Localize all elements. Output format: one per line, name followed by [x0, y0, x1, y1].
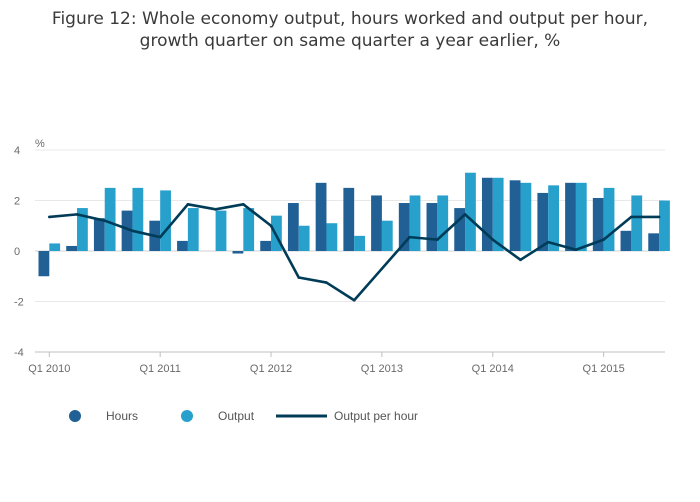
output-bar — [77, 208, 88, 251]
hours-bar — [287, 203, 299, 251]
output-per-hour-point — [463, 213, 467, 216]
output-per-hour-point — [325, 281, 328, 284]
output-per-hour-point — [158, 235, 162, 239]
hours-bar — [537, 192, 549, 251]
chart-title-line-2: growth quarter on same quarter a year ea… — [139, 31, 561, 51]
output-bar — [187, 208, 199, 251]
y-tick-label: 0 — [14, 246, 20, 258]
legend-hours-marker — [69, 410, 81, 422]
legend-output-label: Output — [218, 409, 255, 423]
y-tick-label: 2 — [14, 196, 20, 208]
output-per-hour-point — [269, 224, 273, 228]
hours-bar — [565, 182, 576, 251]
output-bar — [575, 182, 587, 251]
output-per-hour-point — [103, 219, 107, 222]
output-per-hour-point — [491, 238, 495, 241]
x-tick-label: Q1 2015 — [583, 363, 625, 375]
x-tick-label: Q1 2014 — [472, 363, 514, 375]
output-bar — [215, 210, 227, 251]
output-per-hour-point — [657, 215, 661, 219]
hours-bar — [620, 230, 632, 251]
y-tick-label: 4 — [14, 145, 20, 157]
output-per-hour-point — [297, 276, 301, 279]
output-per-hour-point — [352, 298, 356, 302]
output-per-hour-point — [131, 229, 134, 233]
y-axis-ticks: -4 -2 0 2 4 — [14, 145, 24, 359]
x-axis: Q1 2010 Q1 2011 Q1 2012 Q1 2013 Q1 2014 Q1 20… — [28, 351, 665, 375]
output-bar — [132, 187, 144, 251]
legend: Hours Output Output per hour — [69, 409, 418, 423]
hours-bar — [121, 210, 133, 251]
output-bar — [104, 187, 116, 251]
output-bar — [631, 195, 643, 251]
hours-bar — [454, 208, 466, 251]
y-axis-unit-label: % — [35, 138, 45, 150]
output-bar — [465, 172, 476, 251]
hours-bar — [232, 251, 244, 254]
output-per-hour-point — [602, 238, 605, 241]
legend-hours-label: Hours — [106, 409, 138, 423]
hours-bar — [648, 233, 660, 251]
hours-bar — [426, 203, 438, 251]
hours-bar — [177, 240, 188, 251]
output-per-hour-point — [214, 208, 217, 211]
output-per-hour-point — [408, 235, 411, 239]
output-bar — [548, 185, 560, 251]
y-tick-label: -2 — [14, 297, 24, 309]
hours-bar — [371, 195, 382, 251]
x-tick-label: Q1 2012 — [250, 363, 292, 375]
output-per-hour-point — [574, 248, 578, 252]
output-per-hour-point — [519, 258, 522, 262]
hours-bar — [66, 245, 78, 251]
output-bar — [160, 190, 171, 251]
output-bar — [354, 235, 365, 251]
output-per-hour-point — [75, 213, 79, 216]
output-per-hour-point — [242, 202, 245, 206]
hours-bar — [260, 240, 272, 251]
x-tick-label: Q1 2013 — [361, 363, 403, 375]
output-bar — [520, 182, 532, 251]
hours-bar — [481, 177, 493, 251]
output-bar — [659, 200, 670, 251]
output-bar — [49, 243, 61, 251]
output-per-hour-point — [186, 202, 190, 206]
hours-bar — [315, 182, 327, 251]
output-bar — [492, 177, 504, 251]
output-per-hour-point — [630, 215, 633, 219]
output-bar — [243, 208, 255, 251]
hours-bar — [509, 180, 521, 251]
legend-output-per-hour-label: Output per hour — [334, 409, 418, 423]
hours-bar — [93, 218, 105, 251]
hours-bar — [398, 203, 410, 251]
hours-bar — [38, 251, 50, 277]
output-per-hour-point — [48, 215, 51, 219]
hours-bar — [343, 187, 355, 251]
hours-bar — [592, 197, 604, 251]
y-tick-label: -4 — [14, 347, 24, 359]
output-per-hour-point — [380, 267, 384, 270]
output-per-hour-point — [546, 240, 550, 244]
output-bar — [409, 195, 421, 251]
output-bar — [437, 195, 449, 251]
line-series — [48, 202, 661, 302]
x-tick-label: Q1 2011 — [139, 363, 180, 375]
output-bar — [381, 220, 393, 251]
chart-title: Figure 12: Whole economy output, hours w… — [0, 8, 700, 52]
output-per-hour-point — [436, 238, 439, 241]
x-tick-label: Q1 2010 — [28, 363, 70, 375]
output-bar — [603, 187, 615, 251]
output-bar — [326, 223, 338, 251]
bar-series — [38, 172, 670, 277]
chart-title-line-1: Figure 12: Whole economy output, hours w… — [51, 9, 649, 29]
output-bar — [298, 225, 310, 251]
legend-output-marker — [181, 410, 193, 422]
